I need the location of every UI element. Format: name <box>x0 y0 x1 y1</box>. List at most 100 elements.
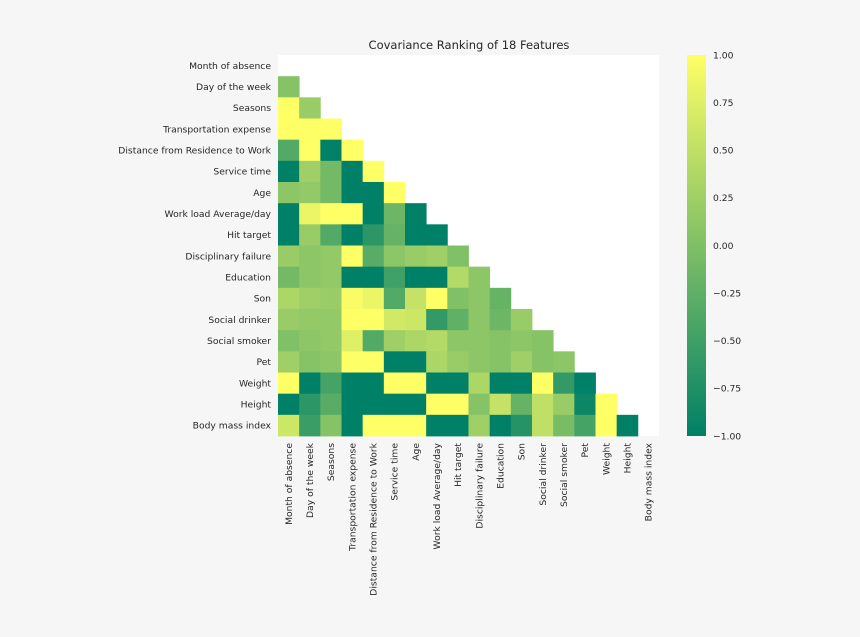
heatmap-cell <box>362 245 385 268</box>
heatmap-cell <box>362 351 385 373</box>
heatmap-cell <box>320 203 342 225</box>
x-tick-label: Work load Average/day <box>432 442 443 549</box>
x-tick-labels: Month of absence Day of the week Seasons Tr… <box>284 442 655 595</box>
colorbar-tick-label: −0.25 <box>713 288 741 299</box>
y-tick-label: Work load Average/day <box>165 209 272 220</box>
heatmap-cell <box>362 160 385 183</box>
y-tick-label: Transportation expense <box>162 124 271 135</box>
heatmap-cell <box>320 139 342 162</box>
heatmap-cell <box>320 287 342 310</box>
colorbar-tick-label: 0.00 <box>713 241 734 252</box>
heatmap-cell <box>426 393 448 416</box>
colorbar-tick-label: 0.75 <box>713 98 734 109</box>
colorbar-ticks: 1.00 0.75 0.50 0.25 0.00 −0.25 −0.50 −0.75 −1.00 <box>713 50 741 442</box>
heatmap-cell <box>426 351 448 373</box>
heatmap-cell <box>383 372 406 395</box>
heatmap-cell <box>532 372 554 395</box>
heatmap-cell <box>320 330 342 352</box>
heatmap-cell <box>510 372 533 395</box>
heatmap-cell <box>278 266 300 289</box>
heatmap-cell <box>320 245 342 268</box>
heatmap-cell <box>553 414 575 437</box>
x-tick-label: Body mass index <box>644 442 655 521</box>
chart-title: Covariance Ranking of 18 Features <box>369 38 570 52</box>
heatmap-cell <box>299 97 321 119</box>
heatmap-cell <box>616 414 639 437</box>
x-tick-label: Service time <box>390 443 401 501</box>
x-tick-label: Transportation expense <box>347 443 358 552</box>
y-tick-label: Social drinker <box>208 315 271 326</box>
heatmap-cell <box>383 224 406 246</box>
heatmap-cell <box>383 330 406 352</box>
heatmap-cell <box>510 309 533 331</box>
heatmap-cell <box>299 139 321 162</box>
colorbar-tick-label: −1.00 <box>713 431 741 442</box>
heatmap-cell <box>405 330 427 352</box>
heatmap-cell <box>362 414 385 437</box>
heatmap-cell <box>299 118 321 141</box>
colorbar-tick-label: 0.50 <box>713 146 734 157</box>
heatmap-cell <box>489 414 512 437</box>
heatmap-cell <box>320 224 342 246</box>
heatmap-cell <box>532 414 554 437</box>
heatmap-cell <box>299 287 321 310</box>
heatmap-cell <box>362 309 385 331</box>
y-tick-label: Disciplinary failure <box>185 251 271 262</box>
heatmap-cell <box>362 224 385 246</box>
heatmap-cell <box>383 309 406 331</box>
heatmap-cell <box>320 351 342 373</box>
colorbar-tick-label: 0.25 <box>713 193 734 204</box>
colorbar-tick-label: −0.50 <box>713 336 741 347</box>
heatmap-cell <box>574 393 596 416</box>
heatmap-cell <box>341 182 364 204</box>
heatmap-cell <box>320 266 342 289</box>
heatmap-cell <box>341 139 364 162</box>
heatmap-cell <box>426 287 448 310</box>
heatmap-cell <box>405 414 427 437</box>
heatmap-cell <box>489 351 512 373</box>
heatmap-cell <box>341 351 364 373</box>
heatmap-cell <box>341 372 364 395</box>
heatmap-cell <box>299 309 321 331</box>
heatmap-cell <box>341 203 364 225</box>
x-tick-label: Education <box>496 443 507 489</box>
heatmap-cell <box>299 330 321 352</box>
heatmap-cell <box>532 330 554 352</box>
heatmap-cell <box>278 287 300 310</box>
heatmap-cell <box>383 245 406 268</box>
heatmap-cell <box>278 330 300 352</box>
heatmap-cell <box>299 414 321 437</box>
heatmap-cell <box>299 393 321 416</box>
heatmap-cell <box>595 393 618 416</box>
x-tick-label: Age <box>411 443 422 461</box>
heatmap-cell <box>405 372 427 395</box>
y-tick-label: Body mass index <box>193 421 272 432</box>
colorbar-tick-label: 1.00 <box>713 50 734 61</box>
heatmap-cell <box>468 330 491 352</box>
heatmap-cell <box>553 372 575 395</box>
heatmap-cell <box>299 351 321 373</box>
heatmap-cell <box>320 414 342 437</box>
heatmap-cell <box>447 351 469 373</box>
heatmap-cell <box>468 287 491 310</box>
x-tick-label: Social smoker <box>559 443 570 507</box>
heatmap-cell <box>447 266 469 289</box>
heatmap-cell <box>362 287 385 310</box>
y-tick-label: Day of the week <box>196 82 272 93</box>
y-tick-labels: Month of absence Day of the week Seasons Tr… <box>118 61 271 432</box>
heatmap-cell <box>447 245 469 268</box>
heatmap-cell <box>341 393 364 416</box>
heatmap-cell <box>532 351 554 373</box>
x-tick-label: Weight <box>601 443 612 475</box>
x-tick-label: Pet <box>580 443 591 458</box>
y-tick-label: Distance from Residence to Work <box>118 146 271 157</box>
heatmap-cell <box>405 393 427 416</box>
heatmap-cell <box>278 414 300 437</box>
heatmap-cell <box>341 330 364 352</box>
x-tick-label: Seasons <box>326 443 337 481</box>
heatmap-cell <box>468 309 491 331</box>
heatmap-cell <box>278 160 300 183</box>
heatmap-cell <box>362 266 385 289</box>
heatmap-cell <box>489 309 512 331</box>
